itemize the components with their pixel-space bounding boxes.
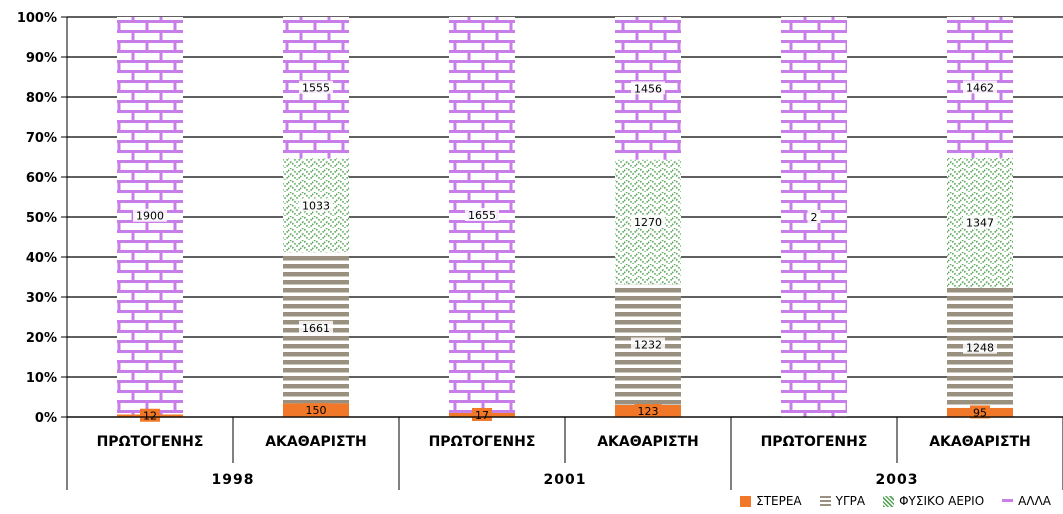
data-label-bg bbox=[465, 207, 499, 221]
legend-item: ΑΛΛΑ bbox=[1002, 494, 1051, 508]
x-category-label: ΑΚΑΘΑΡΙΣΤΗ bbox=[929, 434, 1031, 450]
y-tick-label: 10% bbox=[26, 371, 57, 386]
y-tick-label: 60% bbox=[26, 171, 57, 186]
data-label: 150 bbox=[306, 404, 327, 417]
x-group-label: 2003 bbox=[876, 472, 919, 488]
legend-swatch bbox=[1002, 495, 1014, 507]
data-label-bg bbox=[963, 340, 997, 354]
data-label-bg bbox=[963, 215, 997, 229]
y-tick-label: 50% bbox=[26, 211, 57, 226]
x-category-label: ΠΡΩΤΟΓΕΝΗΣ bbox=[761, 434, 868, 450]
data-label-bg bbox=[631, 214, 665, 228]
data-label: 1661 bbox=[302, 322, 330, 335]
y-tick-label: 80% bbox=[26, 91, 57, 106]
data-label: 1462 bbox=[966, 81, 994, 94]
data-label-bg bbox=[299, 320, 333, 334]
legend-item: ΦΥΣΙΚΟ ΑΕΡΙΟ bbox=[883, 494, 984, 508]
data-label: 1033 bbox=[302, 199, 330, 212]
gridlines bbox=[67, 16, 1063, 418]
legend-swatch bbox=[883, 495, 895, 507]
legend-label: ΦΥΣΙΚΟ ΑΕΡΙΟ bbox=[899, 494, 985, 508]
legend-label: ΑΛΛΑ bbox=[1018, 494, 1051, 508]
data-label: 1555 bbox=[302, 82, 330, 95]
data-label: 1456 bbox=[634, 82, 662, 95]
y-tick-label: 100% bbox=[17, 11, 57, 26]
y-tick-label: 0% bbox=[35, 411, 57, 426]
data-label-bg bbox=[963, 80, 997, 94]
legend-label: ΥΓΡΑ bbox=[835, 494, 866, 508]
y-tick-label: 20% bbox=[26, 331, 57, 346]
y-tick-label: 70% bbox=[26, 131, 57, 146]
data-labels: 12 1900 150 1661 1033 1555 17 1655 123 1232 1270 14… bbox=[133, 80, 997, 423]
data-label-bg bbox=[631, 81, 665, 95]
legend-item: ΥΓΡΑ bbox=[819, 494, 866, 508]
data-label-bg bbox=[970, 405, 990, 419]
x-group-label: 1998 bbox=[212, 472, 255, 488]
legend-swatch bbox=[819, 495, 831, 507]
data-label-bg bbox=[634, 403, 662, 417]
x-group-label: 2001 bbox=[544, 472, 587, 488]
x-category-label: ΑΚΑΘΑΡΙΣΤΗ bbox=[597, 434, 699, 450]
legend-item: ΣΤΕΡΕΑ bbox=[740, 494, 802, 508]
data-label: 1248 bbox=[966, 342, 994, 355]
legend: ΣΤΕΡΕΑ ΥΓΡΑ ΦΥΣΙΚΟ ΑΕΡΙΟ ΑΛΛΑ bbox=[740, 494, 1051, 508]
data-label-bg bbox=[807, 210, 821, 223]
data-label: 95 bbox=[973, 406, 987, 419]
y-axis: 0% 10% 20% 30% 40% 50% 60% 70% 80% 90% 100% bbox=[17, 11, 68, 426]
x-category-label: ΑΚΑΘΑΡΙΣΤΗ bbox=[265, 434, 367, 450]
data-label: 1270 bbox=[634, 216, 662, 229]
data-label-bg bbox=[133, 208, 167, 222]
data-label: 1655 bbox=[468, 209, 496, 222]
data-label-bg bbox=[302, 403, 330, 417]
bar-stacks bbox=[117, 17, 1013, 417]
data-label-bg bbox=[299, 198, 333, 212]
data-label: 123 bbox=[638, 405, 659, 418]
data-label-bg bbox=[631, 337, 665, 351]
y-tick-label: 30% bbox=[26, 291, 57, 306]
data-label: 2 bbox=[811, 211, 818, 224]
data-label-bg bbox=[299, 80, 333, 94]
data-label-bg bbox=[472, 407, 492, 421]
y-tick-label: 40% bbox=[26, 251, 57, 266]
data-label: 12 bbox=[143, 410, 157, 423]
x-category-label: ΠΡΩΤΟΓΕΝΗΣ bbox=[429, 434, 536, 450]
legend-label: ΣΤΕΡΕΑ bbox=[756, 494, 802, 508]
data-label: 17 bbox=[475, 409, 489, 422]
y-tick-label: 90% bbox=[26, 51, 57, 66]
data-label-bg bbox=[140, 408, 160, 422]
x-category-label: ΠΡΩΤΟΓΕΝΗΣ bbox=[97, 434, 204, 450]
x-axis: ΠΡΩΤΟΓΕΝΗΣ ΑΚΑΘΑΡΙΣΤΗ ΠΡΩΤΟΓΕΝΗΣ ΑΚΑΘΑΡΙΣΤΗ… bbox=[66, 416, 1063, 490]
data-label: 1347 bbox=[966, 217, 994, 230]
data-label: 1232 bbox=[634, 339, 662, 352]
data-label: 1900 bbox=[136, 210, 164, 223]
legend-swatch bbox=[740, 495, 752, 507]
